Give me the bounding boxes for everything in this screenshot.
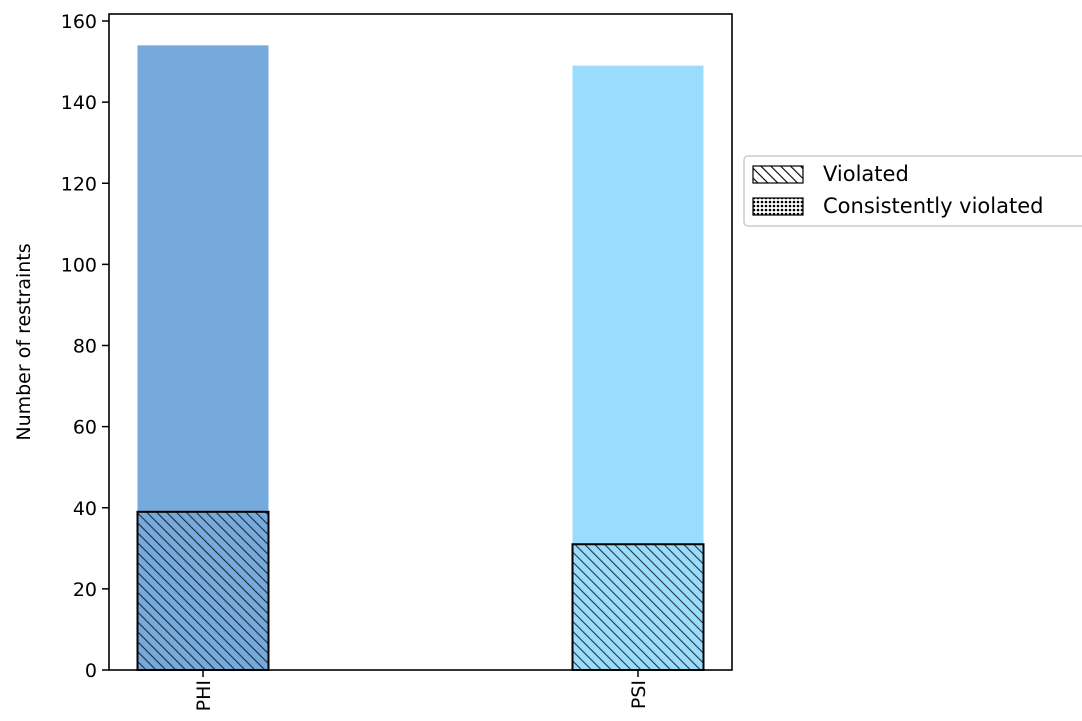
y-tick-label-40: 40 [73,498,97,520]
legend: Violated Consistently violated [743,155,1082,227]
x-tick-label-psi: PSI [628,680,650,709]
y-tick-label-20: 20 [73,579,97,601]
legend-frame [743,155,1082,227]
y-tick-label-0: 0 [85,660,97,682]
x-axis: PHI PSI [193,670,650,711]
legend-label-violated: Violated [823,162,909,186]
y-tick-label-120: 120 [61,173,97,195]
y-tick-label-160: 160 [61,11,97,33]
legend-swatch-consistently-violated [752,197,804,216]
legend-label-consistently-violated: Consistently violated [823,194,1043,218]
y-axis-title: Number of restraints [13,243,35,440]
x-tick-label-phi: PHI [193,680,215,711]
legend-swatch-violated [752,165,804,184]
bars-layer [136,45,705,671]
y-axis: 0 20 40 60 80 100 120 140 160 [61,11,109,682]
y-tick-label-60: 60 [73,417,97,439]
y-tick-label-140: 140 [61,92,97,114]
bar-violated-hatch-phi [136,510,270,671]
plot-frame [108,13,733,671]
y-tick-label-100: 100 [61,254,97,276]
bar-violated-hatch-psi [571,543,705,671]
y-tick-label-80: 80 [73,336,97,358]
